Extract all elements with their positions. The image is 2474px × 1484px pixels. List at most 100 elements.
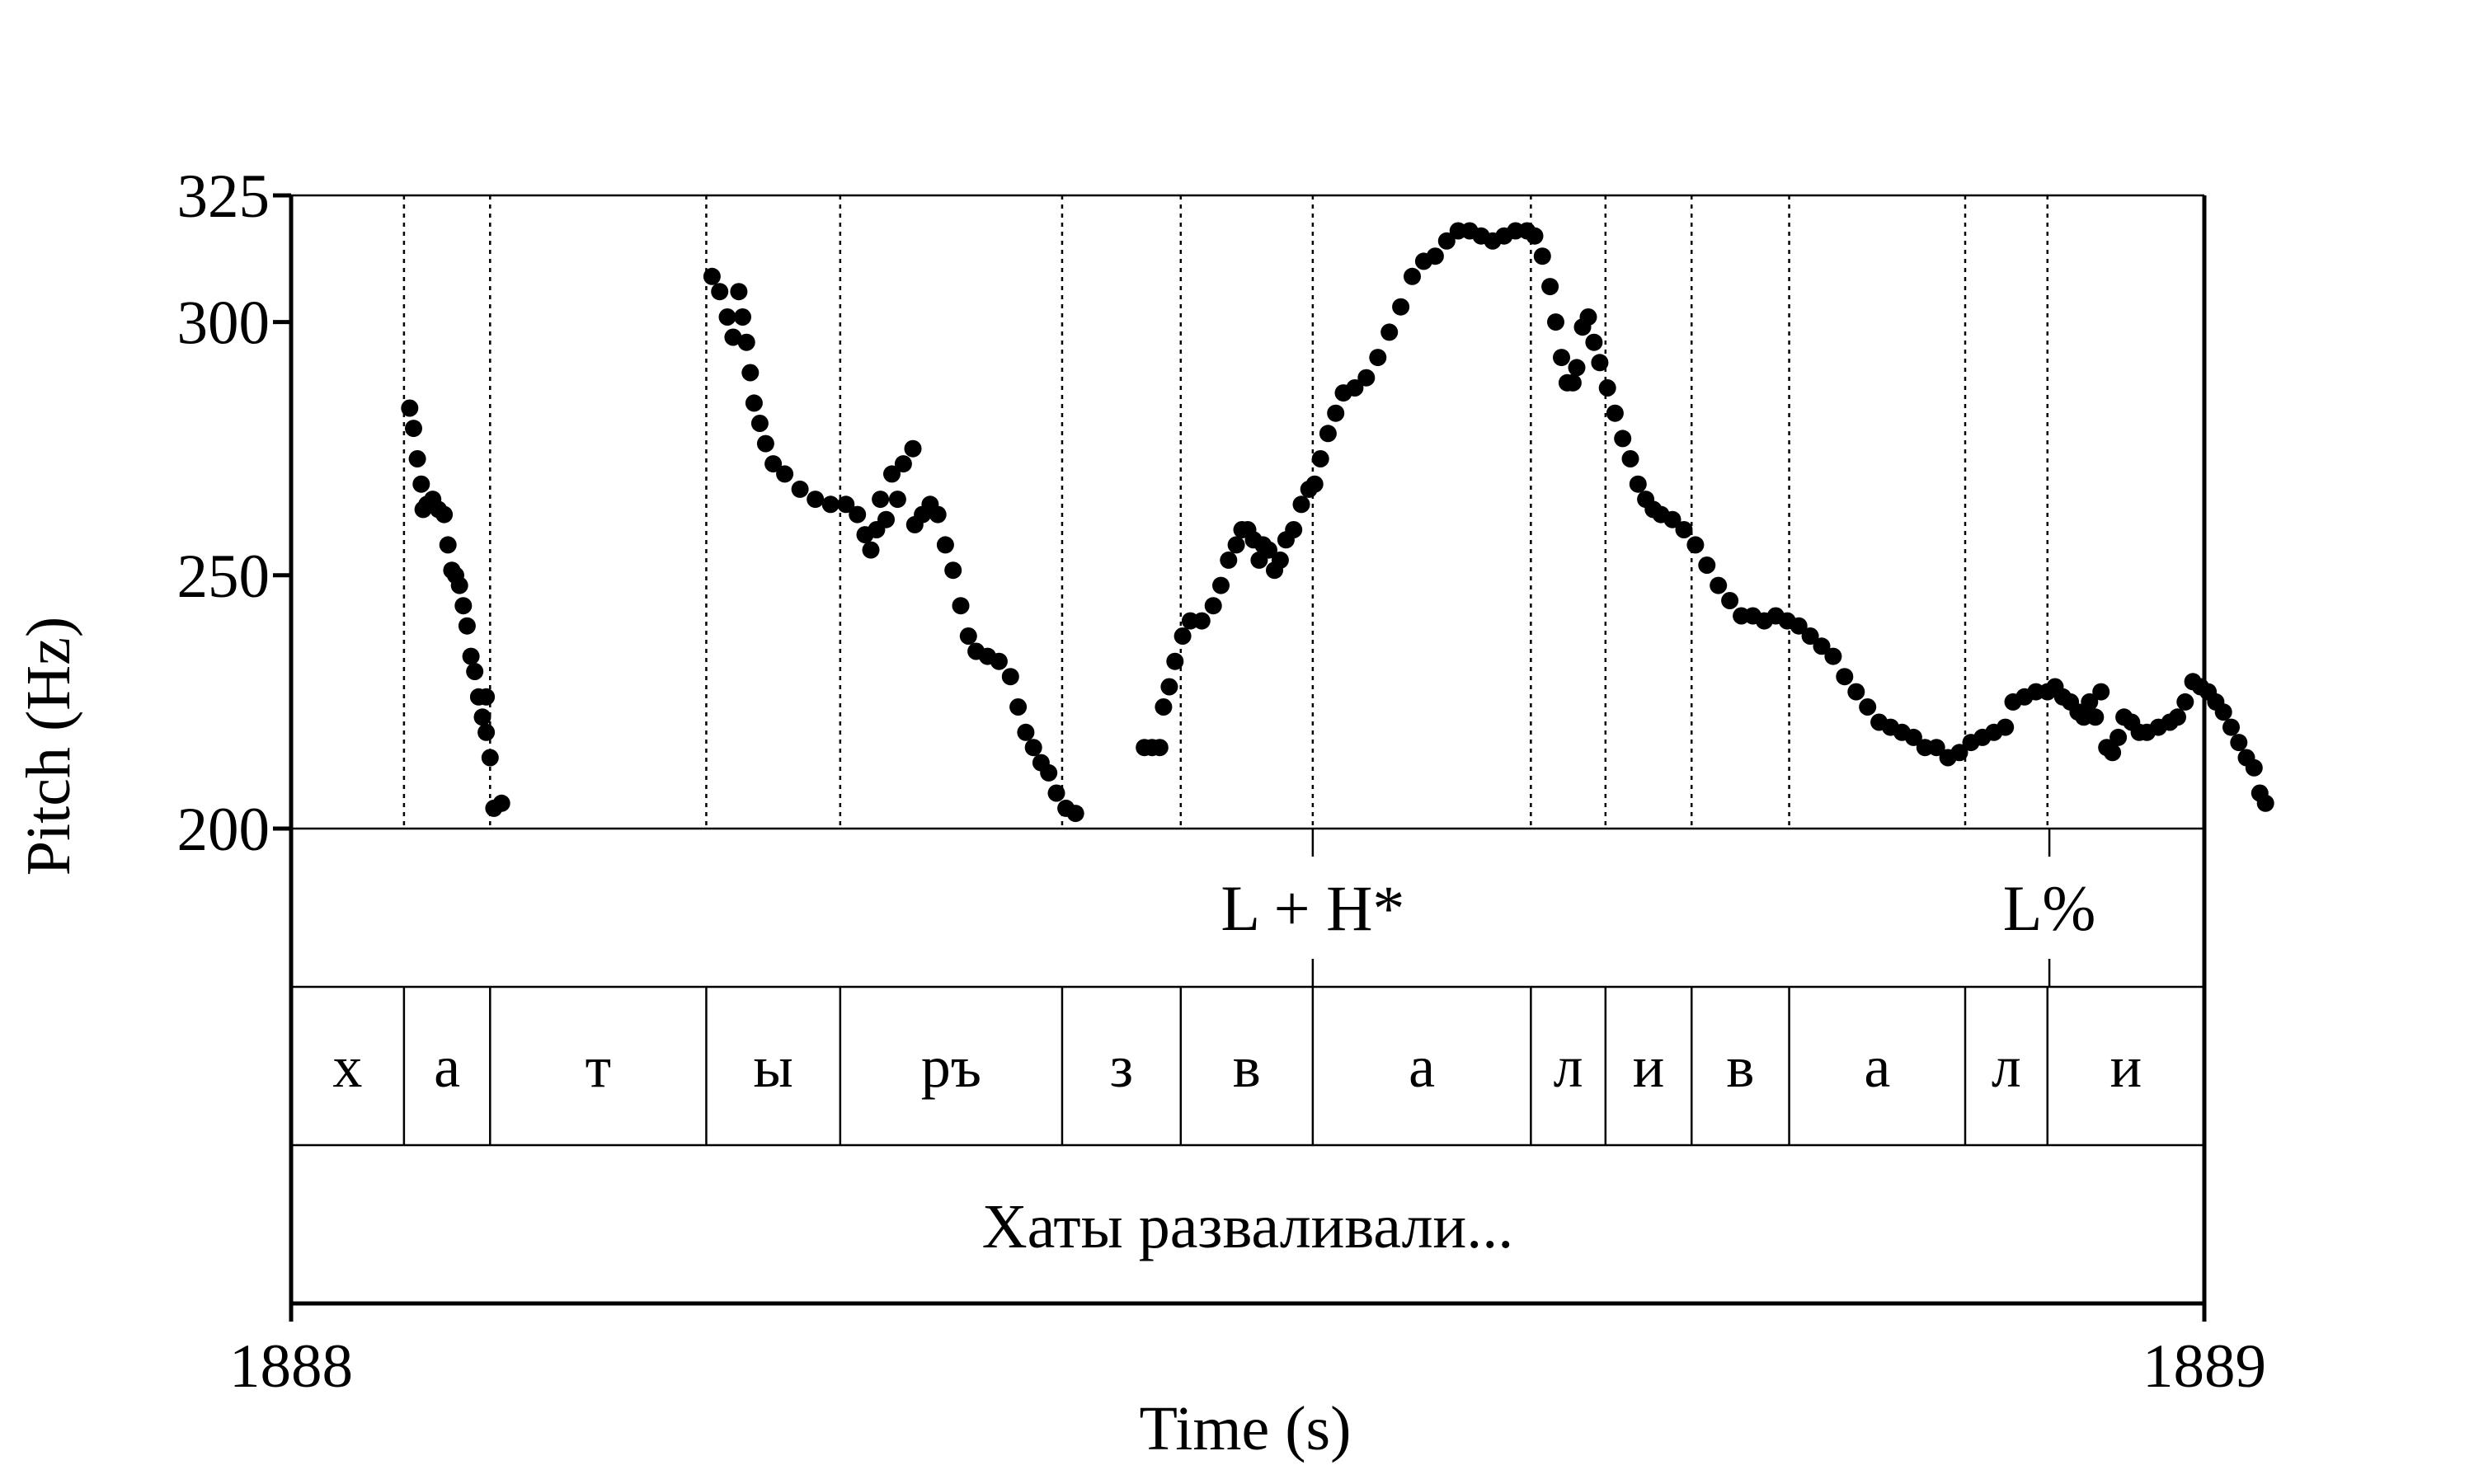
- x-tick-label: 1889: [2142, 1332, 2266, 1401]
- pitch-point: [1160, 678, 1178, 696]
- pitch-point: [745, 394, 763, 412]
- pitch-point: [1311, 450, 1329, 467]
- y-tick-label: 300: [177, 289, 270, 358]
- pitch-point: [1997, 718, 2015, 736]
- axes: [289, 195, 2207, 1306]
- segment-label: ръ: [921, 1034, 981, 1100]
- pitch-point: [1271, 551, 1289, 569]
- pitch-point: [750, 415, 769, 432]
- pitch-point: [458, 617, 476, 635]
- pitch-point: [1614, 430, 1632, 448]
- pitch-points: [401, 222, 2274, 823]
- pitch-point: [734, 308, 751, 326]
- pitch-point: [1568, 359, 1586, 377]
- pitch-point: [1212, 576, 1230, 594]
- pitch-point: [2092, 683, 2110, 701]
- pitch-point: [730, 283, 748, 301]
- pitch-point: [1629, 475, 1647, 493]
- pitch-point: [952, 597, 970, 615]
- pitch-point: [1591, 354, 1609, 372]
- pitch-point: [1836, 668, 1854, 686]
- pitch-point: [724, 328, 742, 346]
- pitch-point: [936, 536, 954, 554]
- pitch-point: [1553, 349, 1570, 367]
- pitch-point: [2256, 794, 2274, 812]
- pitch-point: [862, 541, 880, 559]
- pitch-point: [1009, 698, 1028, 716]
- y-tick-label: 250: [177, 542, 270, 611]
- pitch-point: [959, 627, 977, 645]
- pitch-point: [2104, 744, 2122, 762]
- pitch-point: [2214, 703, 2232, 721]
- pitch-point: [1292, 495, 1310, 514]
- pitch-point: [1346, 379, 1364, 397]
- pitch-point: [1533, 247, 1551, 265]
- pitch-point: [492, 794, 510, 812]
- pitch-point: [1663, 510, 1681, 528]
- pitch-point: [837, 495, 855, 514]
- pitch-point: [1305, 475, 1324, 493]
- pitch-point: [401, 399, 419, 417]
- pitch-point: [1220, 551, 1238, 569]
- pitch-point: [904, 439, 922, 458]
- pitch-point: [1392, 298, 1410, 316]
- pitch-point: [883, 465, 901, 483]
- segment-boundary-guides: [402, 195, 2049, 829]
- pitch-point: [1066, 805, 1084, 823]
- pitch-point: [990, 652, 1008, 670]
- pitch-point: [1166, 652, 1184, 670]
- pitch-point: [1227, 536, 1245, 554]
- pitch-point: [1001, 668, 1019, 686]
- pitch-point: [791, 480, 809, 498]
- pitch-point: [741, 364, 760, 382]
- pitch-point: [1040, 763, 1058, 782]
- pitch-point: [1541, 278, 1559, 296]
- pitch-point: [894, 455, 912, 473]
- pitch-point: [821, 495, 840, 514]
- pitch-point: [1904, 728, 1922, 746]
- pitch-point: [849, 505, 867, 524]
- pitch-point: [872, 491, 890, 509]
- y-axis-ticks: 200 250 300 325: [177, 162, 291, 864]
- pitch-point: [718, 308, 736, 326]
- pitch-point: [703, 267, 721, 285]
- segment-label: и: [1633, 1034, 1665, 1100]
- segment-label: в: [1726, 1034, 1754, 1100]
- pitch-point: [1847, 683, 1865, 701]
- pitch-point: [1686, 536, 1705, 554]
- pitch-point: [2176, 693, 2194, 711]
- pitch-point: [1285, 521, 1303, 538]
- tone-label: L%: [2003, 872, 2096, 944]
- pitch-point: [776, 465, 794, 483]
- pitch-point: [1024, 739, 1042, 757]
- pitch-point: [439, 536, 457, 554]
- pitch-point: [481, 749, 499, 767]
- pitch-point: [1813, 637, 1831, 655]
- pitch-point: [1801, 627, 1819, 645]
- pitch-point: [1404, 267, 1421, 285]
- pitch-point: [888, 491, 906, 509]
- segment-label: т: [586, 1034, 611, 1100]
- pitch-point: [1698, 556, 1716, 574]
- pitch-point: [2081, 693, 2099, 711]
- pitch-point: [1790, 617, 1808, 635]
- pitch-point: [1927, 739, 1945, 757]
- pitch-point: [807, 491, 825, 509]
- pitch-point: [756, 434, 774, 453]
- pitch-point: [1621, 450, 1639, 467]
- pitch-point: [1319, 425, 1337, 443]
- pitch-point: [764, 455, 783, 473]
- pitch-point: [2245, 758, 2263, 777]
- y-axis-title: Pitch (Hz): [14, 617, 83, 876]
- pitch-point: [1204, 597, 1222, 615]
- pitch-point: [1950, 744, 1968, 762]
- segment-label: а: [1864, 1034, 1890, 1100]
- pitch-point: [1380, 323, 1399, 341]
- pitch-point: [1721, 592, 1739, 609]
- pitch-point: [1437, 232, 1456, 250]
- pitch-point: [1564, 373, 1582, 392]
- x-axis-ticks: 1888 1889: [229, 1303, 2266, 1401]
- x-tick-label: 1888: [229, 1332, 353, 1401]
- segment-label: и: [2110, 1034, 2142, 1100]
